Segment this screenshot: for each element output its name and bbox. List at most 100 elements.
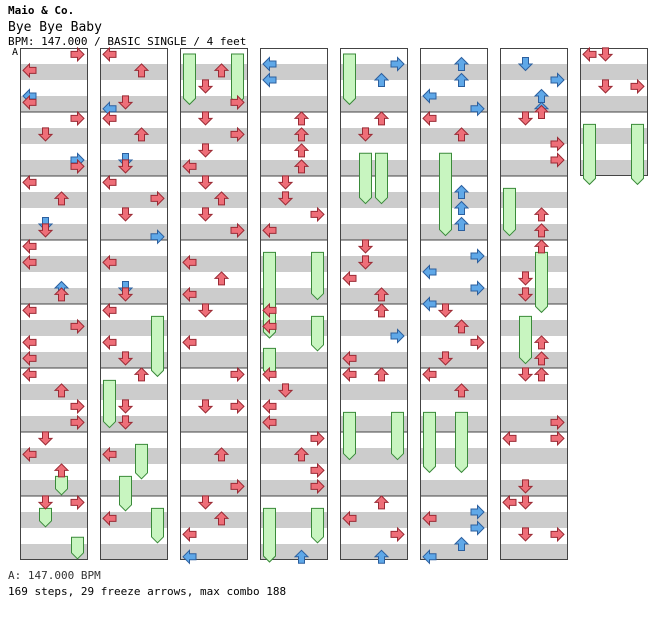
left-arrow-icon [102,302,117,319]
down-arrow-icon [117,207,134,222]
left-arrow-icon [102,174,117,191]
right-arrow-icon [230,222,245,239]
left-arrow-icon [22,350,37,367]
freeze-arrow [439,152,452,237]
down-arrow-icon [277,191,294,206]
column-border [100,48,168,560]
beat-band [20,384,88,400]
up-arrow-icon [453,56,470,71]
right-arrow-icon [550,414,565,431]
beat-band [340,352,408,368]
beat-band [180,416,248,432]
left-arrow-icon [102,510,117,527]
left-arrow-icon [422,110,437,127]
right-arrow-icon [230,126,245,143]
beat-band [420,512,488,528]
left-arrow-icon [342,270,357,287]
left-arrow-icon [22,174,37,191]
up-arrow-icon [213,511,230,526]
left-arrow-icon [502,494,517,511]
up-arrow-icon [293,111,310,126]
down-arrow-icon [197,111,214,126]
down-arrow-icon [357,255,374,270]
beat-band [20,128,88,144]
beat-band [100,480,168,496]
beat-band [100,416,168,432]
up-arrow-icon [373,303,390,318]
beat-band [420,128,488,144]
right-arrow-icon [470,504,485,520]
down-arrow-icon [597,47,614,62]
up-arrow-icon [373,111,390,126]
right-arrow-icon [550,136,565,152]
beat-band [20,448,88,464]
down-arrow-icon [517,479,534,494]
left-arrow-icon [182,549,197,565]
up-arrow-icon [373,495,390,510]
down-arrow-icon [117,287,134,302]
up-arrow-icon [373,72,390,87]
freeze-arrow [55,475,68,496]
right-arrow-icon [470,101,485,117]
left-arrow-icon [582,46,597,63]
up-arrow-icon [533,335,550,350]
up-arrow-icon [133,367,150,382]
beat-band [180,320,248,336]
beat-band [180,352,248,368]
up-arrow-icon [453,184,470,199]
up-arrow-icon [293,447,310,462]
left-arrow-icon [102,254,117,271]
up-arrow-icon [133,63,150,78]
chart-info: BPM: 147.000 / BASIC SINGLE / 4 feet [8,35,247,48]
beat-band [500,192,568,208]
left-arrow-icon [262,72,277,88]
beat-band [500,448,568,464]
up-arrow-icon [293,549,310,564]
up-arrow-icon [373,367,390,382]
beat-band [180,544,248,560]
left-arrow-icon [262,302,277,319]
beat-band [260,64,328,80]
beat-band [260,544,328,560]
beat-band [180,160,248,176]
bpm-legend: A: 147.000 BPM [8,569,101,582]
freeze-arrow [39,507,52,528]
left-arrow-icon [182,254,197,271]
right-arrow-icon [550,526,565,543]
up-arrow-icon [533,223,550,238]
column-border [20,48,88,560]
down-arrow-icon [117,159,134,174]
left-arrow-icon [502,430,517,447]
beat-band [340,288,408,304]
beat-band [100,128,168,144]
left-arrow-icon [182,286,197,303]
up-arrow-icon [213,191,230,206]
freeze-arrow [119,475,132,512]
song-title: Bye Bye Baby [8,20,102,35]
beat-band [500,64,568,80]
right-arrow-icon [630,78,645,95]
freeze-arrow [519,315,532,365]
right-arrow-icon [390,56,405,72]
right-arrow-icon [470,334,485,351]
beat-band [100,96,168,112]
left-arrow-icon [262,318,277,335]
left-arrow-icon [182,526,197,543]
freeze-arrow [311,315,324,352]
beat-band [20,480,88,496]
down-arrow-icon [117,399,134,414]
up-arrow-icon [453,127,470,142]
beat-band [340,64,408,80]
left-arrow-icon [422,510,437,527]
right-arrow-icon [230,94,245,111]
freeze-arrow [151,315,164,378]
beat-band [420,224,488,240]
right-arrow-icon [70,158,85,175]
up-arrow-icon [53,287,70,302]
left-arrow-icon [262,56,277,72]
right-arrow-icon [390,328,405,344]
freeze-arrow [375,152,388,205]
beat-band [260,224,328,240]
right-arrow-icon [390,526,405,543]
up-arrow-icon [213,271,230,286]
